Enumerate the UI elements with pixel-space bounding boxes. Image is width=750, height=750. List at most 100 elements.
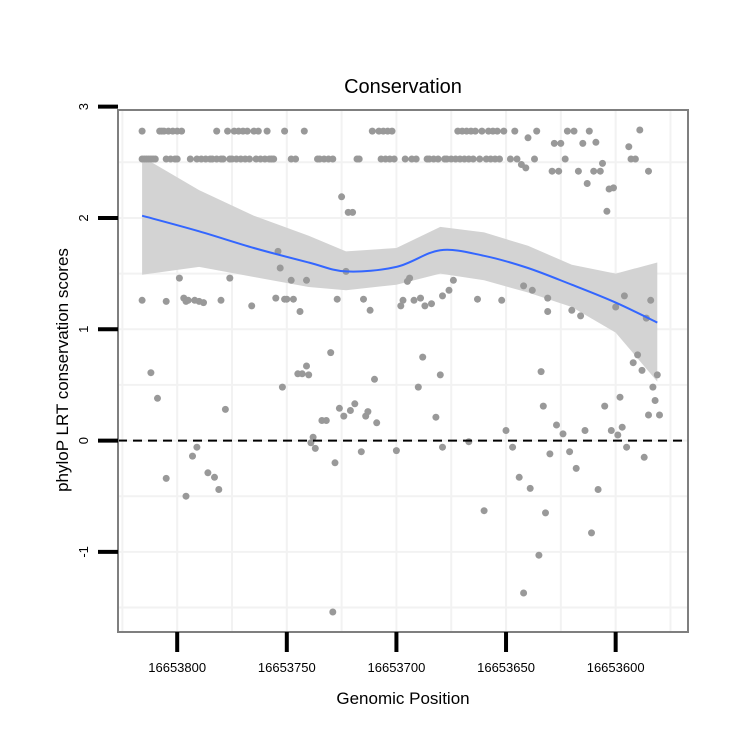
data-point [506, 155, 514, 163]
data-point [248, 302, 256, 310]
data-point [392, 447, 400, 455]
data-point [603, 207, 611, 215]
data-point [579, 139, 587, 147]
data-point [588, 529, 595, 537]
data-point [283, 295, 291, 303]
data-point [388, 127, 396, 135]
data-point [351, 400, 359, 408]
data-point [631, 155, 639, 163]
data-point [434, 155, 442, 163]
data-point [500, 127, 508, 135]
data-point [421, 302, 429, 310]
data-point [272, 294, 280, 302]
data-point [645, 167, 652, 175]
data-point [596, 167, 604, 175]
data-point [465, 438, 473, 446]
data-point [620, 292, 628, 300]
x-tick-label: 16653650 [477, 660, 535, 675]
data-point [303, 362, 310, 370]
data-point [533, 127, 541, 135]
data-point [390, 155, 398, 163]
data-point [154, 394, 161, 402]
data-point [557, 139, 565, 147]
data-point [535, 551, 543, 559]
confidence-band-area [142, 156, 658, 382]
data-point [305, 371, 313, 379]
data-point [610, 184, 617, 192]
data-point [428, 300, 435, 308]
data-point [213, 127, 221, 135]
data-point [515, 473, 523, 481]
data-point [546, 450, 554, 458]
data-point [649, 383, 657, 391]
x-axis-ticks: 16653800 16653750 16653700 16653650 16653600 [148, 632, 645, 675]
data-point [399, 296, 407, 304]
data-point [555, 167, 563, 175]
data-point [307, 439, 315, 447]
x-tick-label: 16653600 [587, 660, 645, 675]
data-point [645, 411, 652, 419]
data-point [368, 127, 376, 135]
data-point [439, 292, 446, 300]
data-point [371, 375, 378, 383]
data-point [553, 421, 560, 429]
data-point [419, 353, 427, 361]
data-point [520, 589, 528, 597]
data-point [401, 155, 409, 163]
data-point [224, 127, 232, 135]
data-point [653, 371, 661, 379]
data-point [480, 507, 488, 515]
data-point [542, 509, 549, 517]
confidence-band [142, 156, 658, 382]
plot-frame [117, 109, 689, 633]
data-point [311, 444, 319, 452]
data-point [175, 274, 183, 282]
data-point [561, 155, 569, 163]
data-point [360, 295, 367, 303]
data-point [322, 417, 330, 424]
y-tick-label: 3 [76, 103, 91, 110]
data-point [496, 155, 503, 163]
data-point [221, 405, 229, 413]
data-point [189, 452, 196, 460]
data-point [147, 369, 155, 377]
data-point [570, 127, 578, 135]
data-point [200, 299, 207, 307]
panel-background [118, 110, 688, 632]
data-point [544, 308, 552, 315]
data-point [548, 167, 556, 175]
data-point [263, 127, 271, 135]
data-point [138, 127, 146, 135]
data-point [634, 351, 642, 359]
y-tick-label: -1 [76, 546, 91, 558]
data-point [612, 303, 620, 311]
data-point [276, 264, 284, 272]
x-tick-label: 16653750 [258, 660, 316, 675]
data-point [651, 397, 659, 404]
y-axis-label: phyloP LRT conservation scores [53, 248, 72, 492]
data-point [509, 443, 517, 451]
data-point [572, 464, 580, 472]
data-point [607, 427, 615, 434]
y-axis-ticks: -1 0 1 2 3 [76, 103, 118, 558]
data-point [397, 302, 405, 310]
x-tick-label: 16653700 [368, 660, 426, 675]
data-point [254, 127, 262, 135]
data-point [511, 127, 519, 135]
data-point [502, 427, 510, 434]
data-point [178, 127, 186, 135]
data-point [217, 296, 225, 304]
data-point [563, 127, 571, 135]
data-point [544, 294, 552, 302]
data-point [278, 383, 286, 391]
data-point [513, 155, 521, 163]
data-point [476, 155, 484, 163]
data-point [333, 295, 341, 303]
data-point [346, 407, 354, 414]
data-point [537, 368, 545, 376]
data-point [182, 492, 190, 500]
data-point [618, 423, 626, 431]
data-point [583, 180, 591, 187]
data-point [355, 155, 363, 163]
data-point [432, 413, 440, 421]
